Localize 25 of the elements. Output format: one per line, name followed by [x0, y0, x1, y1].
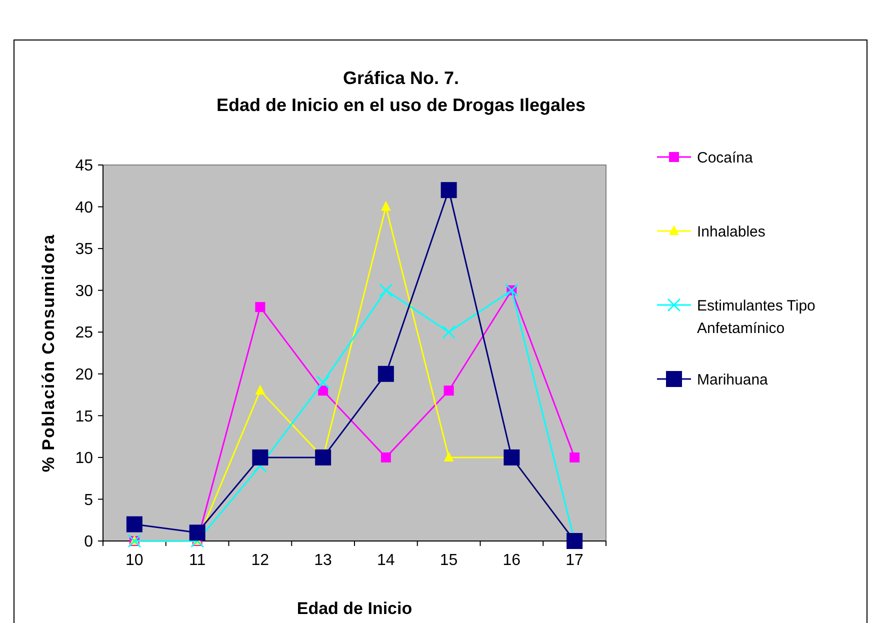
y-tick-label: 15: [75, 408, 94, 426]
y-tick-label: 0: [84, 534, 94, 551]
x-tick-label: 10: [126, 552, 144, 569]
y-tick-label: 25: [75, 324, 94, 342]
y-tick-label: 10: [75, 450, 94, 468]
x-tick-label: 16: [502, 552, 521, 569]
y-tick-label: 5: [84, 492, 94, 509]
x-axis-title: Edad de Inicio: [296, 599, 412, 618]
legend-label: Cocaína: [697, 149, 754, 166]
legend-label: Inhalables: [697, 223, 766, 240]
y-axis-title: % Población Consumidora: [39, 234, 58, 472]
x-tick-label: 17: [566, 552, 584, 569]
x-tick-label: 11: [189, 552, 206, 569]
legend-label: Estimulantes Tipo Anfetamínico: [697, 297, 816, 337]
y-tick-label: 45: [75, 158, 94, 175]
legend-label: Marihuana: [697, 371, 769, 388]
y-tick-label: 20: [75, 366, 94, 384]
x-tick-label: 12: [251, 552, 270, 569]
y-tick-label: 30: [75, 282, 94, 300]
y-tick-label: 40: [75, 199, 94, 216]
x-tick-label: 13: [314, 552, 332, 569]
y-tick-label: 35: [75, 241, 94, 258]
x-tick-label: 15: [440, 552, 458, 569]
x-tick-label: 14: [377, 552, 395, 569]
chart-title: Gráfica No. 7. Edad de Inicio en el uso de Drogas Ilegales: [216, 68, 586, 115]
